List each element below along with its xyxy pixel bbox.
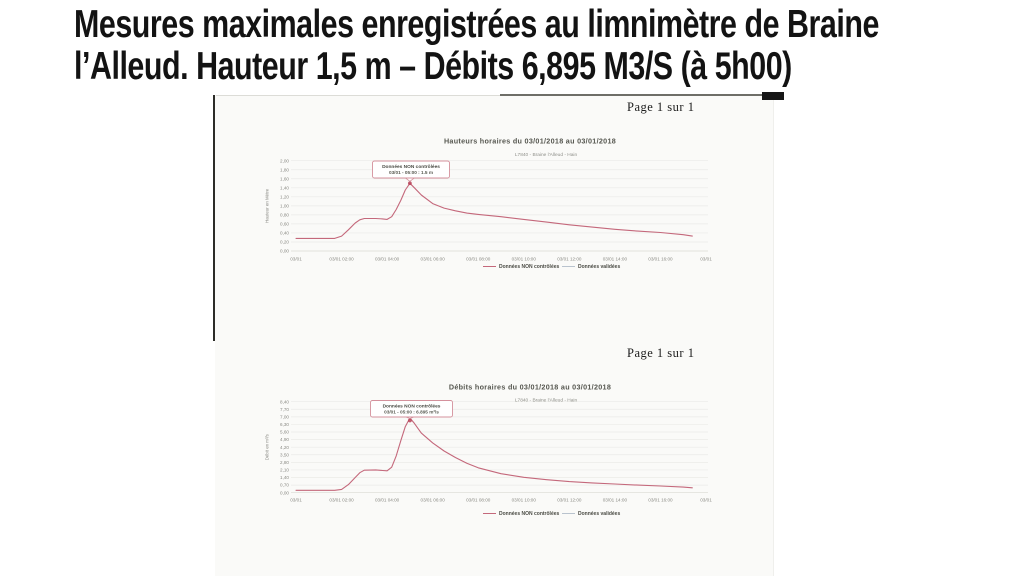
slide-title-line2: l’Alleud. Hauteur 1,5 m – Débits 6,895 M… xyxy=(74,45,792,88)
svg-text:L7840 - Braine l'Alleud - Hain: L7840 - Braine l'Alleud - Hain xyxy=(515,398,578,404)
svg-text:0,20: 0,20 xyxy=(280,240,289,245)
svg-text:Données validées: Données validées xyxy=(578,264,620,270)
svg-text:6,30: 6,30 xyxy=(280,422,289,427)
series-line xyxy=(295,417,693,491)
svg-text:Débit en m³/s: Débit en m³/s xyxy=(265,433,270,460)
svg-text:2,80: 2,80 xyxy=(280,460,289,465)
svg-text:2,00: 2,00 xyxy=(280,158,289,163)
chart-debits: 8,40 7,70 7,00 6,30 5,60 4,90 4,20 3,50 2,80 2,10… xyxy=(265,383,713,518)
scan-top-edge-faint xyxy=(216,95,502,96)
scan-left-edge-line xyxy=(213,95,215,341)
svg-text:0,80: 0,80 xyxy=(280,212,289,217)
svg-text:03/01 02:00: 03/01 02:00 xyxy=(329,257,354,262)
chart-hauteurs: 2,00 1,80 1,60 1,40 1,20 1,00 0,80 0,60 0,40 0,20… xyxy=(265,137,713,271)
slide-title-line1: Mesures maximales enregistrées au limnim… xyxy=(74,3,879,46)
svg-text:03/01 10:00: 03/01 10:00 xyxy=(512,257,537,262)
svg-text:0,00: 0,00 xyxy=(280,490,289,495)
y-axis: 8,40 7,70 7,00 6,30 5,60 4,90 4,20 3,50 2,80 2,10… xyxy=(280,399,708,495)
svg-text:03/01 - 05:00 : 6.895 m³/s: 03/01 - 05:00 : 6.895 m³/s xyxy=(384,410,439,415)
svg-text:Données validées: Données validées xyxy=(578,511,620,517)
svg-text:0,70: 0,70 xyxy=(280,483,289,488)
svg-text:0,60: 0,60 xyxy=(280,222,289,227)
svg-text:03/01 04:00: 03/01 04:00 xyxy=(375,257,400,262)
svg-text:Données NON contrôlées: Données NON contrôlées xyxy=(383,403,441,409)
svg-text:03/01 06:00: 03/01 06:00 xyxy=(421,257,446,262)
svg-text:03/01 14:00: 03/01 14:00 xyxy=(603,498,628,503)
svg-text:03/01: 03/01 xyxy=(700,498,712,503)
legend: Données NON contrôlées Données validées xyxy=(483,264,620,270)
svg-text:Hauteur en Mètre: Hauteur en Mètre xyxy=(265,188,270,223)
svg-text:03/01 10:00: 03/01 10:00 xyxy=(512,498,537,503)
svg-text:7,70: 7,70 xyxy=(280,407,289,412)
svg-text:Données NON contrôlées: Données NON contrôlées xyxy=(499,264,560,270)
svg-text:0,40: 0,40 xyxy=(280,231,289,236)
x-axis: 03/01 03/01 02:00 03/01 04:00 03/01 06:00 03… xyxy=(290,498,712,503)
svg-text:L7840 - Braine l'Alleud - Hain: L7840 - Braine l'Alleud - Hain xyxy=(515,152,578,158)
svg-text:03/01 16:00: 03/01 16:00 xyxy=(648,498,673,503)
svg-text:5,60: 5,60 xyxy=(280,430,289,435)
svg-text:03/01 12:00: 03/01 12:00 xyxy=(557,498,582,503)
svg-text:4,90: 4,90 xyxy=(280,437,289,442)
svg-text:1,00: 1,00 xyxy=(280,203,289,208)
svg-text:03/01: 03/01 xyxy=(700,257,712,262)
legend: Données NON contrôlées Données validées xyxy=(483,511,620,517)
svg-text:1,80: 1,80 xyxy=(280,167,289,172)
svg-text:03/01 12:00: 03/01 12:00 xyxy=(557,257,582,262)
svg-text:4,20: 4,20 xyxy=(280,445,289,450)
scan-corner-mark xyxy=(762,92,784,100)
peak-marker xyxy=(407,418,412,423)
svg-text:03/01 04:00: 03/01 04:00 xyxy=(375,498,400,503)
svg-text:03/01 14:00: 03/01 14:00 xyxy=(603,257,628,262)
svg-text:8,40: 8,40 xyxy=(280,399,289,404)
page-number-top: Page 1 sur 1 xyxy=(627,100,695,114)
page-number-bottom: Page 1 sur 1 xyxy=(627,346,695,360)
svg-text:Hauteurs horaires du 03/01/201: Hauteurs horaires du 03/01/2018 au 03/01… xyxy=(444,137,616,146)
svg-text:03/01 08:00: 03/01 08:00 xyxy=(466,498,491,503)
svg-text:03/01 08:00: 03/01 08:00 xyxy=(466,257,491,262)
y-axis: 2,00 1,80 1,60 1,40 1,20 1,00 0,80 0,60 0,40 0,20… xyxy=(280,158,708,254)
svg-text:2,10: 2,10 xyxy=(280,468,289,473)
series-line xyxy=(295,182,693,239)
svg-text:Données NON contrôlées: Données NON contrôlées xyxy=(499,511,560,517)
scanned-document xyxy=(215,95,774,576)
svg-text:Débits horaires du 03/01/2018: Débits horaires du 03/01/2018 au 03/01/2… xyxy=(449,383,611,392)
scan-top-edge-dark xyxy=(500,94,765,96)
svg-text:03/01: 03/01 xyxy=(290,498,302,503)
svg-text:Données NON contrôlées: Données NON contrôlées xyxy=(382,164,440,170)
peak-marker xyxy=(407,181,412,186)
slide-title: Mesures maximales enregistrées au limnim… xyxy=(74,4,879,88)
svg-text:03/01 - 05:00 : 1.5 m: 03/01 - 05:00 : 1.5 m xyxy=(389,170,433,175)
svg-text:03/01: 03/01 xyxy=(290,257,302,262)
svg-text:7,00: 7,00 xyxy=(280,414,289,419)
svg-text:03/01 06:00: 03/01 06:00 xyxy=(421,498,446,503)
svg-text:03/01 02:00: 03/01 02:00 xyxy=(329,498,354,503)
svg-text:1,40: 1,40 xyxy=(280,185,289,190)
svg-text:3,50: 3,50 xyxy=(280,452,289,457)
svg-text:0,00: 0,00 xyxy=(280,249,289,254)
svg-text:1,20: 1,20 xyxy=(280,194,289,199)
svg-text:1,40: 1,40 xyxy=(280,475,289,480)
svg-text:03/01 16:00: 03/01 16:00 xyxy=(648,257,673,262)
svg-text:1,60: 1,60 xyxy=(280,176,289,181)
x-axis: 03/01 03/01 02:00 03/01 04:00 03/01 06:00 03… xyxy=(290,257,712,262)
